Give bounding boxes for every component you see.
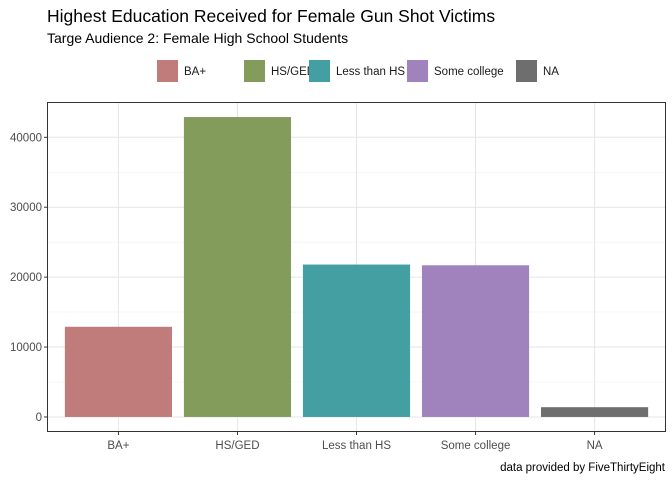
legend-key [309, 60, 330, 82]
plot-border [47, 102, 666, 432]
bar-some-college [421, 265, 530, 417]
bars [64, 117, 649, 417]
chart-caption: data provided by FiveThirtyEight [500, 462, 666, 474]
legend: BA+ HS/GED Less than HS Some college NA [157, 60, 559, 82]
y-tick-label: 20000 [10, 272, 42, 284]
x-tick-label: HS/GED [215, 440, 259, 452]
bar-na [541, 407, 649, 417]
x-tick-label: BA+ [107, 440, 129, 452]
x-tick-label: Less than HS [322, 440, 391, 452]
bar-ba [64, 326, 172, 417]
bar-less-than-hs [302, 264, 411, 417]
legend-label: HS/GED [271, 66, 315, 78]
legend-key [244, 60, 265, 82]
legend-label: Less than HS [336, 66, 405, 78]
legend-label: NA [543, 66, 559, 78]
legend-key [157, 60, 178, 82]
legend-label: BA+ [184, 66, 206, 78]
chart-title: Highest Education Received for Female Gu… [47, 6, 495, 26]
x-axis: BA+ HS/GED Less than HS Some college NA [107, 432, 603, 452]
y-tick-label: 40000 [10, 132, 42, 144]
y-tick-label: 0 [36, 412, 42, 424]
legend-key [516, 60, 537, 82]
x-tick-label: NA [587, 440, 603, 452]
legend-key [407, 60, 428, 82]
chart-subtitle: Targe Audience 2: Female High School Stu… [47, 30, 348, 46]
y-tick-label: 10000 [10, 342, 42, 354]
bar-hs-ged [183, 117, 292, 417]
x-tick-label: Some college [441, 440, 511, 452]
y-axis: 0 10000 20000 30000 40000 [10, 132, 47, 424]
legend-label: Some college [434, 66, 504, 78]
y-tick-label: 30000 [10, 202, 42, 214]
